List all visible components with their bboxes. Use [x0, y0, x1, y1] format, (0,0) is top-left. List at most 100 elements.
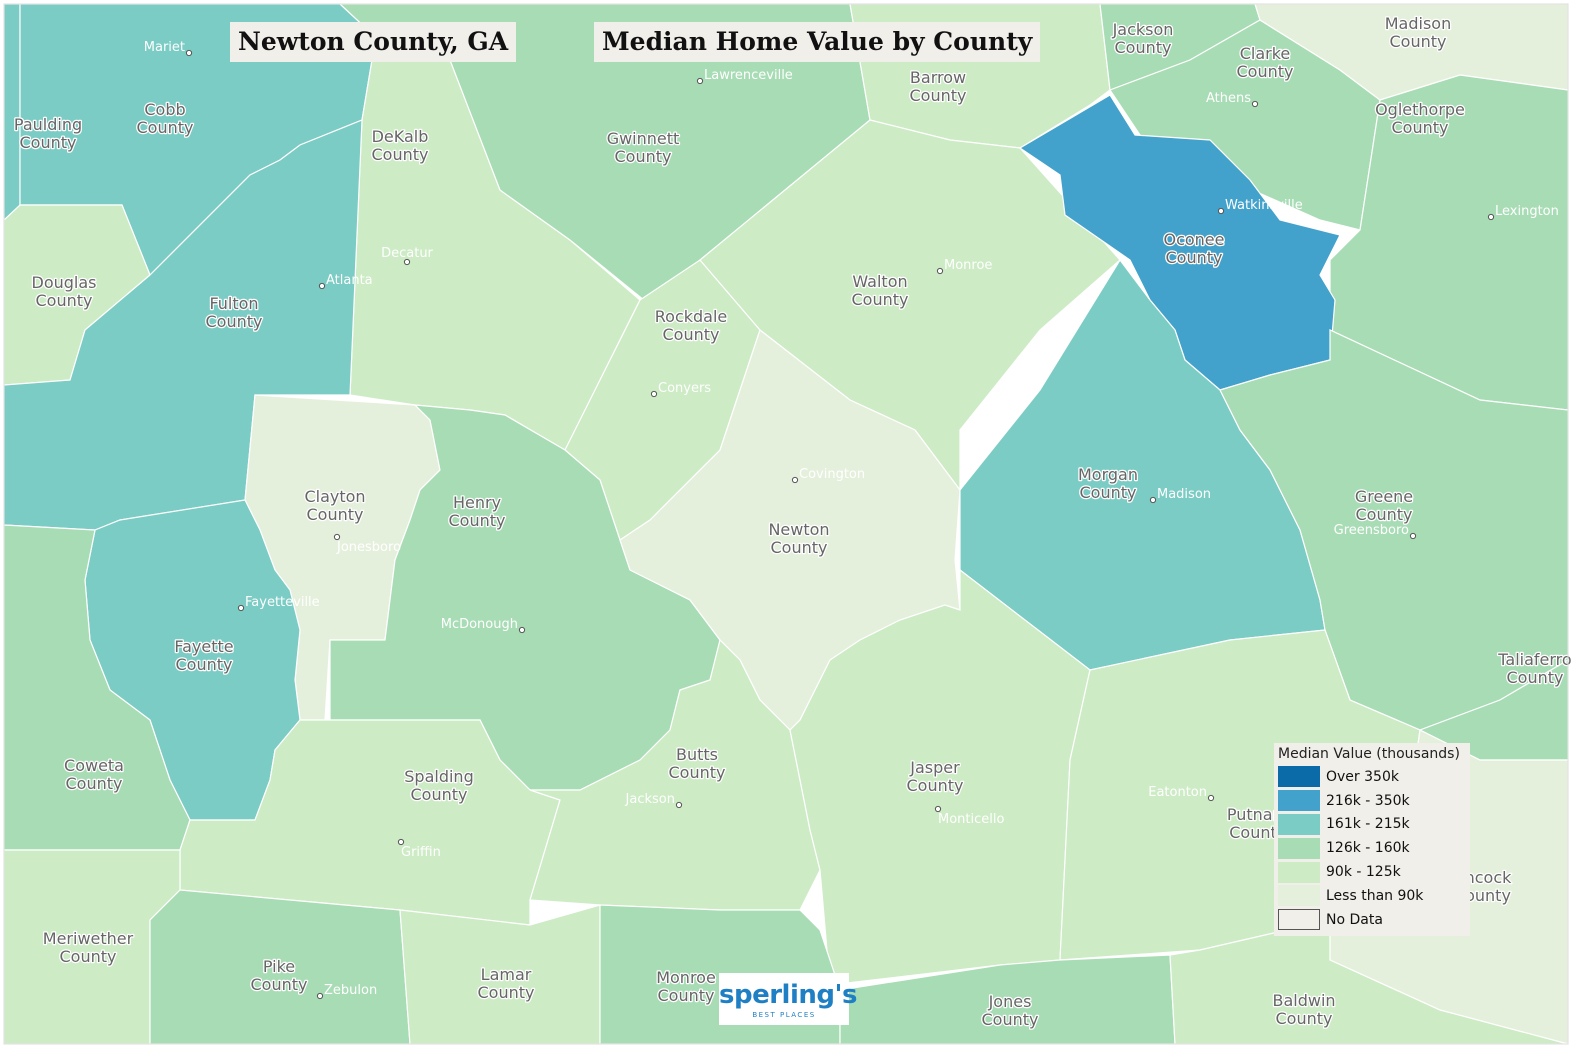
county-label-monroe: Monroe County	[656, 968, 716, 1005]
legend-swatch	[1278, 837, 1320, 859]
city-marker-atlanta	[318, 282, 326, 290]
county-label-meriwether: Meriwether County	[43, 929, 134, 966]
county-label-jackson: Jackson County	[1112, 20, 1174, 57]
county-label-oconee: Oconee County	[1163, 230, 1224, 267]
city-marker-athens	[1251, 100, 1259, 108]
city-marker-greensboro	[1409, 532, 1417, 540]
legend-swatch	[1278, 909, 1320, 931]
city-marker-monticello	[934, 805, 942, 813]
county-label-jasper: Jasper County	[907, 758, 964, 795]
city-marker-jackson	[675, 801, 683, 809]
county-label-douglas: Douglas County	[32, 273, 97, 310]
city-marker-marietta	[185, 49, 193, 57]
legend-label: Over 350k	[1326, 768, 1399, 785]
city-label-jonesboro: Jonesboro	[336, 540, 401, 555]
legend-swatch	[1278, 813, 1320, 835]
county-label-spalding: Spalding County	[404, 767, 473, 804]
city-label-madison: Madison	[1157, 487, 1211, 502]
county-label-lamar: Lamar County	[478, 965, 535, 1002]
city-label-conyers: Conyers	[658, 381, 711, 396]
city-marker-covington	[791, 476, 799, 484]
legend-swatch	[1278, 766, 1320, 788]
city-marker-conyers	[650, 390, 658, 398]
legend-swatch	[1278, 790, 1320, 812]
city-label-atlanta: Atlanta	[326, 273, 373, 288]
city-marker-zebulon	[316, 992, 324, 1000]
legend-label: Less than 90k	[1326, 887, 1424, 904]
county-label-butts: Butts County	[669, 745, 726, 782]
county-label-henry: Henry County	[449, 493, 506, 530]
county-label-newton: Newton County	[768, 520, 829, 557]
legend-title: Median Value (thousands)	[1278, 746, 1460, 762]
city-label-marietta: Mariet	[144, 40, 185, 55]
legend-item: Less than 90k	[1278, 884, 1466, 908]
city-label-monticello: Monticello	[938, 812, 1004, 827]
city-label-jackson: Jackson	[625, 792, 675, 807]
county-label-barrow: Barrow County	[910, 68, 967, 105]
map-subtitle: Median Home Value by County	[594, 22, 1041, 62]
city-label-monroe: Monroe	[944, 258, 992, 273]
city-marker-decatur	[403, 258, 411, 266]
legend-swatch	[1278, 885, 1320, 907]
map-legend: Median Value (thousands) Over 350k 216k -…	[1274, 743, 1470, 936]
legend-label: 126k - 160k	[1326, 840, 1410, 857]
county-label-greene: Greene County	[1355, 487, 1413, 524]
map-frame	[3, 3, 1569, 1045]
county-label-baldwin: Baldwin County	[1272, 991, 1335, 1028]
legend-item: 90k - 125k	[1278, 860, 1466, 884]
city-marker-griffin	[397, 838, 405, 846]
county-label-morgan: Morgan County	[1078, 465, 1138, 502]
legend-item: 126k - 160k	[1278, 836, 1466, 860]
county-label-walton: Walton County	[852, 272, 909, 309]
city-label-eatonton: Eatonton	[1148, 785, 1207, 800]
county-paulding	[3, 3, 21, 221]
county-label-pike: Pike County	[251, 957, 308, 994]
city-label-greensboro: Greensboro	[1334, 523, 1409, 538]
county-label-paulding: Paulding County	[14, 115, 82, 152]
county-label-putnam: Putnar Count	[1227, 805, 1280, 842]
legend-item: 216k - 350k	[1278, 789, 1466, 813]
city-label-lawrenceville: Lawrenceville	[704, 68, 793, 83]
county-label-rockdale: Rockdale County	[655, 307, 728, 344]
city-label-fayetteville: Fayetteville	[245, 595, 320, 610]
city-marker-fayetteville	[237, 604, 245, 612]
county-label-cobb: Cobb County	[137, 100, 194, 137]
city-label-watkinsville: Watkinsville	[1225, 198, 1303, 213]
county-label-oglethorpe: Oglethorpe County	[1375, 100, 1465, 137]
city-label-zebulon: Zebulon	[324, 983, 377, 998]
county-label-fayette: Fayette County	[174, 637, 233, 674]
map-title: Newton County, GA	[230, 22, 517, 62]
county-label-gwinnett: Gwinnett County	[607, 129, 680, 166]
city-marker-monroe	[936, 267, 944, 275]
legend-rows: Over 350k 216k - 350k 161k - 215k 126k - 16…	[1278, 765, 1466, 932]
city-marker-lawrenceville	[696, 77, 704, 85]
county-label-dekalb: DeKalb County	[372, 127, 429, 164]
county-label-coweta: Coweta County	[64, 756, 124, 793]
city-label-mcdonough: McDonough	[441, 617, 518, 632]
city-label-griffin: Griffin	[401, 845, 441, 860]
county-label-jones: Jones County	[982, 992, 1039, 1029]
legend-label: 161k - 215k	[1326, 816, 1410, 833]
legend-swatch	[1278, 861, 1320, 883]
city-label-decatur: Decatur	[381, 246, 433, 261]
sperlings-logo: sperling's BEST PLACES	[719, 973, 857, 1025]
legend-item: No Data	[1278, 908, 1466, 932]
city-marker-madison	[1149, 496, 1157, 504]
legend-item: 161k - 215k	[1278, 813, 1466, 837]
city-marker-jonesboro	[333, 533, 341, 541]
county-label-hancock: ncock ounty	[1465, 868, 1513, 905]
city-marker-eatonton	[1207, 794, 1215, 802]
county-labels-layer: Paulding County Cobb County DeKalb County Gwin…	[13, 13, 1573, 1031]
county-label-clarke: Clarke County	[1237, 44, 1294, 81]
legend-item: Over 350k	[1278, 765, 1466, 789]
legend-label: 216k - 350k	[1326, 792, 1410, 809]
city-label-lexington: Lexington	[1495, 204, 1559, 219]
county-label-clayton: Clayton County	[304, 487, 365, 524]
city-label-covington: Covington	[799, 467, 865, 482]
legend-label: No Data	[1326, 911, 1383, 928]
city-label-athens: Athens	[1206, 91, 1251, 106]
city-marker-lexington	[1487, 213, 1495, 221]
county-jasper	[789, 568, 1091, 986]
city-marker-mcdonough	[518, 626, 526, 634]
city-marker-watkinsville	[1217, 207, 1225, 215]
